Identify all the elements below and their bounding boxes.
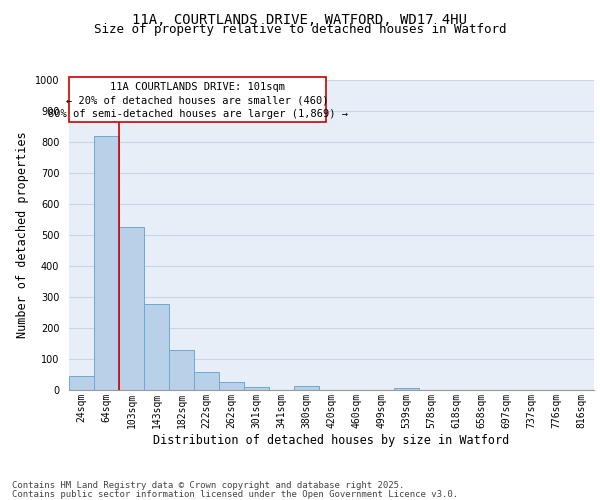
- Y-axis label: Number of detached properties: Number of detached properties: [16, 132, 29, 338]
- Bar: [94, 136, 119, 390]
- Text: 11A COURTLANDS DRIVE: 101sqm: 11A COURTLANDS DRIVE: 101sqm: [110, 82, 285, 92]
- Text: Contains HM Land Registry data © Crown copyright and database right 2025.: Contains HM Land Registry data © Crown c…: [12, 481, 404, 490]
- Text: ← 20% of detached houses are smaller (460): ← 20% of detached houses are smaller (46…: [67, 96, 329, 106]
- Text: Size of property relative to detached houses in Watford: Size of property relative to detached ho…: [94, 22, 506, 36]
- Bar: [169, 350, 194, 390]
- Bar: [194, 372, 219, 390]
- Text: Contains public sector information licensed under the Open Government Licence v3: Contains public sector information licen…: [12, 490, 458, 499]
- Bar: [244, 387, 269, 390]
- Bar: [294, 386, 319, 390]
- Text: 80% of semi-detached houses are larger (1,869) →: 80% of semi-detached houses are larger (…: [47, 110, 347, 120]
- Bar: [394, 388, 419, 390]
- Bar: [144, 304, 169, 390]
- Bar: [119, 227, 144, 390]
- X-axis label: Distribution of detached houses by size in Watford: Distribution of detached houses by size …: [154, 434, 509, 446]
- Bar: [219, 382, 244, 390]
- FancyBboxPatch shape: [69, 77, 326, 122]
- Bar: [69, 376, 94, 390]
- Text: 11A, COURTLANDS DRIVE, WATFORD, WD17 4HU: 11A, COURTLANDS DRIVE, WATFORD, WD17 4HU: [133, 12, 467, 26]
